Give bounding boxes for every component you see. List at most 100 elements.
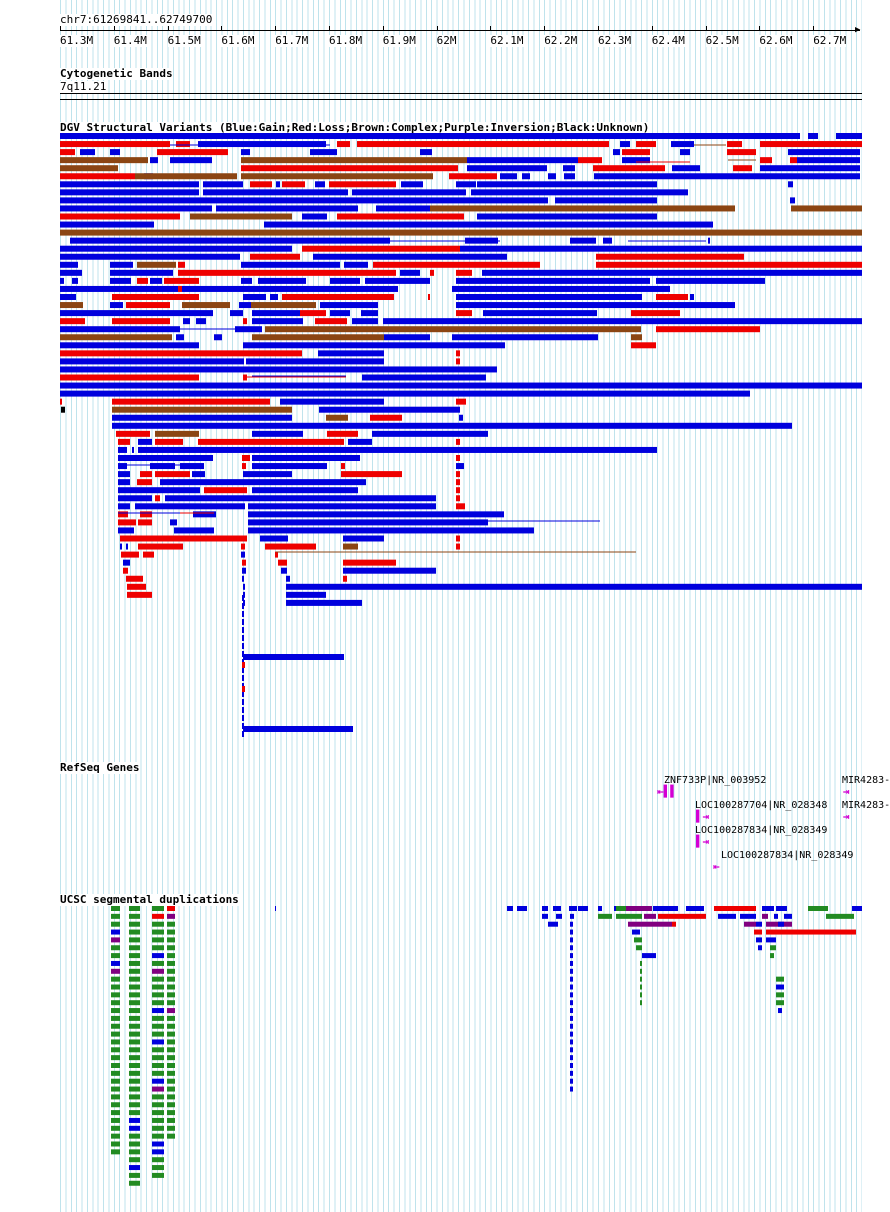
segdup-block[interactable]: [686, 906, 704, 911]
segdup-block[interactable]: [640, 968, 642, 974]
sv-variant[interactable]: [170, 519, 177, 526]
sv-variant[interactable]: [176, 141, 190, 148]
segdup-block[interactable]: [569, 906, 577, 911]
segdup-block[interactable]: [598, 913, 612, 919]
sv-variant[interactable]: [343, 543, 358, 550]
sv-variant[interactable]: [60, 205, 212, 212]
sv-variant[interactable]: [242, 699, 244, 705]
segdup-block[interactable]: [111, 1117, 120, 1123]
sv-variant[interactable]: [170, 157, 212, 164]
sv-variant[interactable]: [656, 326, 760, 333]
sv-variant[interactable]: [135, 503, 245, 510]
segdup-block[interactable]: [129, 1070, 140, 1076]
sv-variant[interactable]: [112, 422, 792, 429]
segdup-block[interactable]: [718, 913, 736, 919]
sv-variant[interactable]: [456, 277, 650, 284]
sv-variant[interactable]: [138, 438, 152, 445]
segdup-block[interactable]: [826, 913, 854, 919]
segdup-block[interactable]: [129, 1125, 140, 1131]
gene-label[interactable]: LOC100287834|NR_028349: [721, 850, 854, 861]
segdup-block[interactable]: [111, 976, 120, 982]
segdup-block[interactable]: [774, 913, 778, 919]
sv-variant[interactable]: [137, 277, 148, 284]
segdup-block[interactable]: [628, 921, 672, 927]
sv-variant[interactable]: [118, 503, 130, 510]
sv-variant[interactable]: [401, 181, 423, 188]
segdup-block[interactable]: [768, 906, 774, 911]
sv-variant[interactable]: [178, 285, 182, 292]
segdup-block[interactable]: [167, 1063, 175, 1068]
segdup-block[interactable]: [664, 913, 706, 919]
sv-variant[interactable]: [120, 543, 122, 550]
sv-variant[interactable]: [120, 535, 247, 542]
segdup-block[interactable]: [167, 945, 175, 951]
sv-variant[interactable]: [243, 342, 438, 349]
sv-variant[interactable]: [836, 133, 862, 139]
segdup-block[interactable]: [570, 1086, 573, 1092]
sv-variant[interactable]: [242, 611, 244, 617]
sv-variant[interactable]: [242, 635, 244, 641]
segdup-block[interactable]: [152, 1141, 164, 1147]
segdup-block[interactable]: [152, 1070, 164, 1076]
sv-variant[interactable]: [456, 471, 460, 478]
sv-variant[interactable]: [613, 149, 620, 156]
segdup-block[interactable]: [152, 1039, 164, 1045]
segdup-block[interactable]: [626, 906, 652, 911]
segdup-block[interactable]: [129, 984, 140, 990]
segdup-block[interactable]: [167, 976, 175, 982]
sv-variant[interactable]: [456, 294, 642, 300]
sv-variant[interactable]: [242, 643, 244, 649]
sv-variant[interactable]: [522, 173, 530, 180]
sv-variant[interactable]: [138, 446, 657, 453]
segdup-block[interactable]: [152, 1149, 164, 1155]
sv-variant[interactable]: [603, 237, 612, 244]
segdup-block[interactable]: [778, 1008, 782, 1014]
sv-variant[interactable]: [121, 551, 139, 558]
sv-variant[interactable]: [477, 213, 657, 220]
segdup-block[interactable]: [570, 1047, 573, 1053]
sv-variant[interactable]: [620, 141, 630, 148]
sv-variant[interactable]: [459, 414, 463, 421]
segdup-block[interactable]: [640, 984, 642, 990]
segdup-block[interactable]: [662, 906, 670, 911]
sv-variant[interactable]: [242, 619, 244, 625]
sv-variant[interactable]: [204, 487, 247, 494]
sv-variant[interactable]: [596, 261, 862, 268]
segdup-block[interactable]: [636, 945, 642, 951]
segdup-block[interactable]: [152, 1110, 164, 1116]
segdup-block[interactable]: [152, 929, 164, 935]
segdup-block[interactable]: [570, 976, 573, 982]
sv-variant[interactable]: [760, 141, 862, 148]
segdup-block[interactable]: [167, 929, 175, 935]
sv-variant[interactable]: [636, 141, 656, 148]
sv-variant[interactable]: [60, 245, 292, 252]
sv-variant[interactable]: [282, 294, 394, 300]
sv-variant[interactable]: [456, 181, 476, 188]
sv-variant[interactable]: [164, 277, 199, 284]
sv-variant[interactable]: [593, 165, 665, 172]
sv-variant[interactable]: [60, 269, 82, 276]
sv-variant[interactable]: [110, 277, 131, 284]
sv-variant[interactable]: [118, 438, 130, 445]
sv-variant[interactable]: [243, 374, 247, 381]
sv-variant[interactable]: [127, 583, 146, 590]
sv-variant[interactable]: [310, 149, 337, 156]
sv-variant[interactable]: [242, 691, 244, 697]
sv-variant[interactable]: [564, 173, 575, 180]
segdup-block[interactable]: [570, 1039, 573, 1045]
segdup-block[interactable]: [570, 1031, 573, 1037]
sv-variant[interactable]: [118, 495, 152, 502]
segdup-block[interactable]: [762, 913, 768, 919]
sv-variant[interactable]: [280, 398, 384, 405]
sv-variant[interactable]: [112, 406, 292, 413]
segdup-block[interactable]: [129, 1157, 140, 1163]
sv-variant[interactable]: [383, 318, 497, 325]
sv-variant[interactable]: [60, 165, 118, 172]
sv-variant[interactable]: [373, 261, 540, 268]
segdup-block[interactable]: [111, 1047, 120, 1053]
segdup-block[interactable]: [167, 992, 175, 998]
sv-variant[interactable]: [60, 366, 497, 373]
segdup-block[interactable]: [275, 906, 276, 911]
sv-variant[interactable]: [60, 133, 800, 139]
sv-variant[interactable]: [460, 245, 862, 252]
